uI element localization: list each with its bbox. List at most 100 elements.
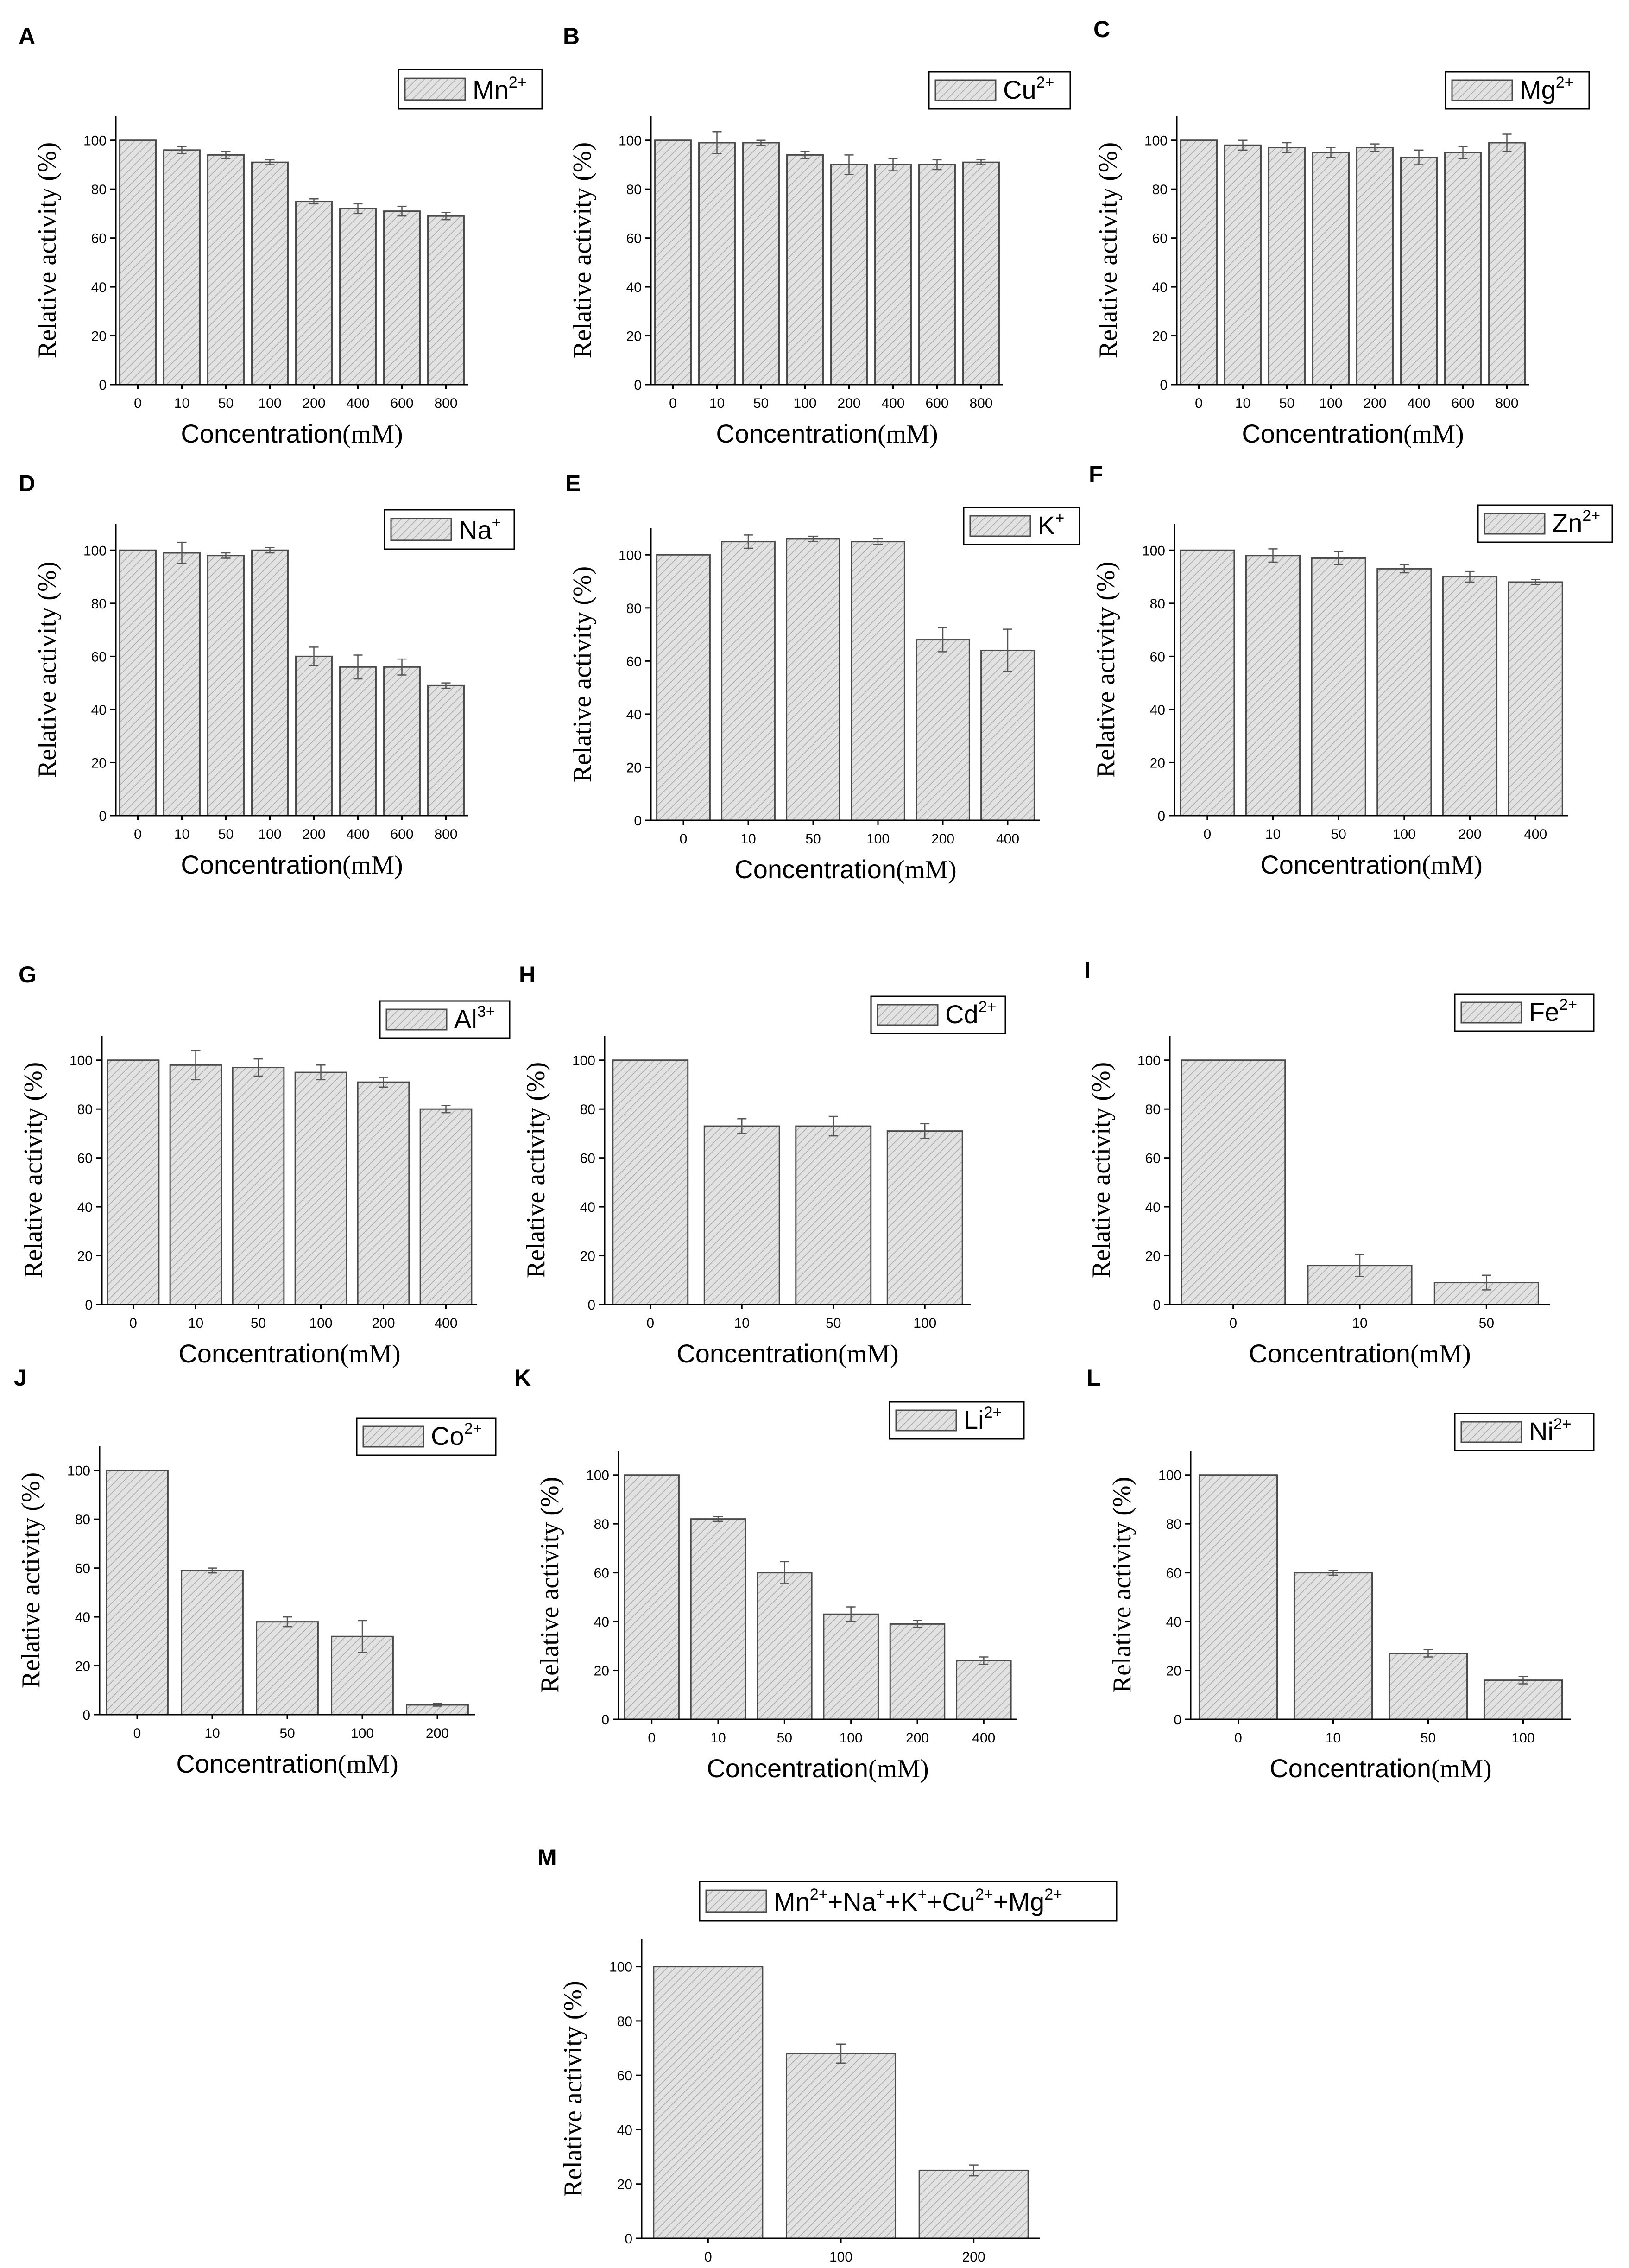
bar xyxy=(1293,1572,1373,1720)
legend-label-base: Li xyxy=(964,1405,984,1434)
y-tick-label: 0 xyxy=(99,809,107,824)
y-tick-label: 80 xyxy=(75,1512,90,1527)
legend-label-base: Fe xyxy=(1529,997,1559,1026)
y-tick-label: 20 xyxy=(1150,755,1165,771)
y-tick-label: 60 xyxy=(580,1151,595,1166)
x-tick-label: 400 xyxy=(346,396,369,411)
x-axis-label: Concentration(mM) xyxy=(178,1339,400,1368)
y-tick-label: 0 xyxy=(1174,1712,1181,1728)
panel-letter: H xyxy=(519,962,536,988)
x-tick-label: 50 xyxy=(753,396,769,411)
chart-panel-k: K 0 10 50 100 200 400 0 20 40 60 80 100 Relative acti… xyxy=(514,1365,1025,1783)
x-tick-label: 10 xyxy=(174,827,189,842)
x-axis-label: Concentration(mM) xyxy=(676,1339,898,1368)
panel-letter: L xyxy=(1086,1365,1101,1391)
y-axis-label: Relative activity (%) xyxy=(522,1062,550,1278)
bar xyxy=(874,164,912,386)
bar xyxy=(232,1067,285,1305)
y-tick-label: 100 xyxy=(619,133,642,149)
y-tick-label: 20 xyxy=(1152,329,1168,344)
x-tick-label: 10 xyxy=(709,396,725,411)
x-tick-label: 50 xyxy=(777,1730,792,1746)
legend-swatch xyxy=(362,1425,424,1448)
x-tick-label: 100 xyxy=(258,396,281,411)
legend-label: Li2+​ xyxy=(964,1404,1002,1434)
x-tick-label: 50 xyxy=(251,1316,266,1331)
bar xyxy=(654,139,692,386)
x-tick-label: 50 xyxy=(826,1316,841,1331)
y-axis-label: Relative activity (%) xyxy=(33,142,62,358)
y-axis-label: Relative activity (%) xyxy=(1094,142,1123,358)
bar xyxy=(1442,576,1498,817)
y-axis-label: Relative activity (%) xyxy=(1092,562,1120,778)
legend-label-superscript: 2+ xyxy=(509,74,527,91)
chart-panel-g: G 0 10 50 100 200 400 0 20 40 60 80 100 Relative acti… xyxy=(19,962,511,1368)
bar xyxy=(795,1125,872,1305)
legend-label-base: +Cu xyxy=(927,1887,975,1916)
y-tick-label: 20 xyxy=(91,329,107,344)
y-tick-label: 40 xyxy=(1152,280,1168,295)
legend-label-superscript: 2+ xyxy=(810,1886,828,1903)
bar xyxy=(163,552,201,817)
y-tick-label: 40 xyxy=(75,1610,90,1625)
y-axis-label: Relative activity (%) xyxy=(568,566,597,782)
bar xyxy=(1388,1653,1468,1720)
x-tick-label: 10 xyxy=(734,1316,750,1331)
legend-label-base: Zn xyxy=(1552,508,1582,538)
x-tick-label: 0 xyxy=(680,831,688,847)
x-tick-label: 50 xyxy=(279,1726,295,1741)
legend-label-base: Co xyxy=(431,1421,464,1451)
y-tick-label: 40 xyxy=(91,280,107,295)
panel-letter: G xyxy=(19,962,37,988)
x-tick-label: 200 xyxy=(426,1726,449,1741)
x-tick-label: 200 xyxy=(302,827,325,842)
x-tick-label: 200 xyxy=(372,1316,395,1331)
bar xyxy=(1376,568,1432,817)
bar xyxy=(1356,147,1394,386)
x-tick-label: 200 xyxy=(1363,396,1386,411)
bar xyxy=(889,1623,946,1720)
legend-label-superscript: 2+ xyxy=(464,1420,482,1438)
x-axis-label: Concentration(mM) xyxy=(716,419,938,449)
bar xyxy=(106,1470,169,1716)
bar xyxy=(383,666,421,817)
legend-label-superscript: 2+ xyxy=(984,1404,1002,1421)
y-tick-label: 60 xyxy=(594,1566,609,1581)
y-tick-label: 0 xyxy=(85,1298,93,1313)
x-tick-label: 10 xyxy=(1235,396,1250,411)
bar xyxy=(207,154,245,386)
x-tick-label: 0 xyxy=(646,1316,654,1331)
legend-label-superscript: + xyxy=(876,1886,885,1903)
bar xyxy=(181,1570,244,1716)
bar xyxy=(339,666,377,817)
bar xyxy=(1488,142,1526,386)
legend-swatch xyxy=(705,1889,767,1913)
bar xyxy=(918,2169,1029,2239)
y-tick-label: 40 xyxy=(1166,1615,1181,1630)
chart-panel-d: D 0 10 50 100 200 400 600 800 0 20 40 60 80 100 Relativ… xyxy=(19,470,515,880)
legend-swatch xyxy=(1451,79,1513,101)
x-tick-label: 50 xyxy=(1479,1316,1494,1331)
bar xyxy=(119,549,157,817)
y-tick-label: 100 xyxy=(67,1463,90,1479)
x-tick-label: 10 xyxy=(204,1726,220,1741)
bar xyxy=(886,1130,963,1305)
panel-letter: K xyxy=(514,1365,531,1391)
y-tick-label: 100 xyxy=(619,548,642,563)
bar xyxy=(690,1518,746,1720)
legend-swatch xyxy=(877,1004,939,1026)
bar xyxy=(1400,157,1438,386)
legend-swatch xyxy=(1460,1001,1522,1024)
bar xyxy=(1198,1474,1278,1720)
y-axis-label: Relative activity (%) xyxy=(19,1062,48,1278)
y-tick-label: 20 xyxy=(91,755,107,771)
bar xyxy=(823,1613,879,1720)
y-tick-label: 40 xyxy=(1150,703,1165,718)
y-tick-label: 20 xyxy=(77,1249,93,1264)
x-tick-label: 600 xyxy=(1451,396,1474,411)
x-tick-label: 0 xyxy=(1203,827,1211,842)
y-tick-label: 20 xyxy=(1166,1664,1181,1679)
bar xyxy=(612,1059,689,1305)
y-tick-label: 0 xyxy=(1157,809,1165,824)
legend-label-superscript: 2+ xyxy=(1556,74,1574,91)
